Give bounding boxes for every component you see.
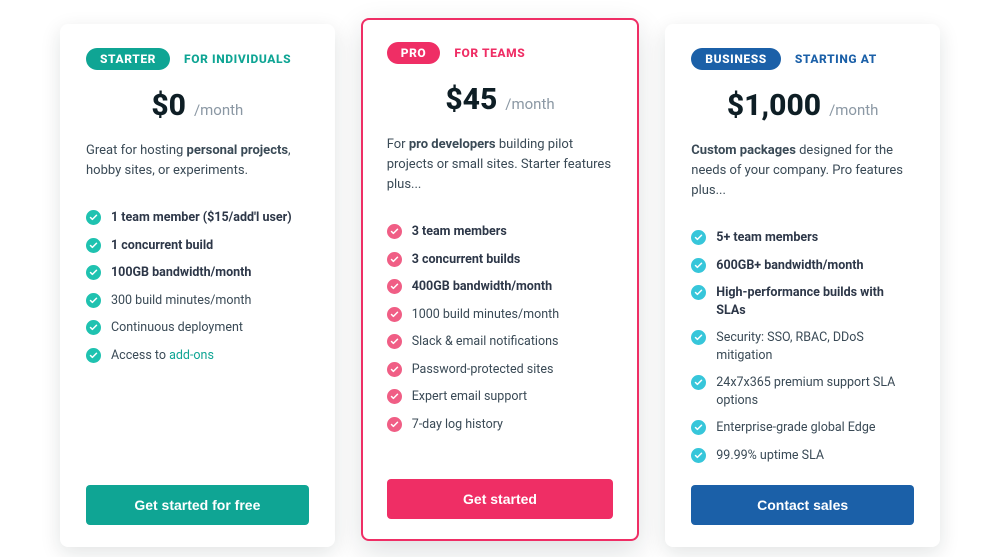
price-amount: $45: [445, 82, 497, 117]
price-period: /month: [194, 101, 243, 119]
check-icon: [691, 285, 706, 300]
price-row: $1,000/month: [691, 88, 914, 123]
feature-text: 7-day log history: [412, 416, 503, 434]
feature-text: 5+ team members: [716, 229, 818, 247]
plan-card-pro: PRO FOR TEAMS $45/month For pro developers …: [361, 18, 640, 541]
cta-button-business[interactable]: Contact sales: [691, 485, 914, 525]
price-period: /month: [505, 95, 554, 113]
feature-item: 400GB bandwidth/month: [387, 278, 614, 296]
check-icon: [86, 238, 101, 253]
feature-item: Access to add-ons: [86, 347, 309, 365]
check-icon: [387, 334, 402, 349]
feature-list: 5+ team members 600GB+ bandwidth/month Hig…: [691, 229, 914, 467]
check-icon: [691, 420, 706, 435]
feature-text: Access to add-ons: [111, 347, 214, 365]
check-icon: [387, 252, 402, 267]
check-icon: [691, 330, 706, 345]
price-row: $0/month: [86, 88, 309, 123]
feature-item: 1000 build minutes/month: [387, 306, 614, 324]
feature-item: 600GB+ bandwidth/month: [691, 257, 914, 275]
price-row: $45/month: [387, 82, 614, 117]
plan-subtitle: STARTING AT: [795, 52, 877, 66]
check-icon: [387, 362, 402, 377]
plan-description: Custom packages designed for the needs o…: [691, 141, 914, 201]
plan-card-business: BUSINESS STARTING AT $1,000/month Custom pa…: [665, 24, 940, 547]
plan-card-starter: STARTER FOR INDIVIDUALS $0/month Great for …: [60, 24, 335, 547]
check-icon: [691, 448, 706, 463]
feature-text: 1 team member ($15/add'l user): [111, 209, 292, 227]
addons-link[interactable]: add-ons: [169, 348, 214, 363]
feature-text: 3 concurrent builds: [412, 251, 521, 269]
plan-head: PRO FOR TEAMS: [387, 42, 614, 64]
feature-text: Slack & email notifications: [412, 333, 559, 351]
feature-item: 24x7x365 premium support SLA options: [691, 374, 914, 409]
feature-text: High-performance builds with SLAs: [716, 284, 914, 319]
feature-text: 24x7x365 premium support SLA options: [716, 374, 914, 409]
feature-item: Expert email support: [387, 388, 614, 406]
feature-item: 7-day log history: [387, 416, 614, 434]
feature-item: Security: SSO, RBAC, DDoS mitigation: [691, 329, 914, 364]
feature-item: 3 team members: [387, 223, 614, 241]
check-icon: [86, 320, 101, 335]
check-icon: [691, 258, 706, 273]
feature-item: 1 concurrent build: [86, 237, 309, 255]
plan-badge: BUSINESS: [691, 48, 781, 70]
feature-item: 99.99% uptime SLA: [691, 447, 914, 465]
check-icon: [86, 210, 101, 225]
check-icon: [86, 265, 101, 280]
feature-text: Expert email support: [412, 388, 527, 406]
check-icon: [387, 417, 402, 432]
feature-list: 1 team member ($15/add'l user) 1 concurre…: [86, 209, 309, 467]
plan-description: Great for hosting personal projects, hob…: [86, 141, 309, 181]
feature-text: Continuous deployment: [111, 319, 243, 337]
feature-item: Enterprise-grade global Edge: [691, 419, 914, 437]
cta-button-starter[interactable]: Get started for free: [86, 485, 309, 525]
feature-text: Enterprise-grade global Edge: [716, 419, 875, 437]
check-icon: [86, 348, 101, 363]
feature-item: 100GB bandwidth/month: [86, 264, 309, 282]
feature-item: 1 team member ($15/add'l user): [86, 209, 309, 227]
check-icon: [387, 279, 402, 294]
feature-text: 400GB bandwidth/month: [412, 278, 552, 296]
check-icon: [691, 375, 706, 390]
feature-text: Password-protected sites: [412, 361, 554, 379]
feature-item: Slack & email notifications: [387, 333, 614, 351]
plan-head: STARTER FOR INDIVIDUALS: [86, 48, 309, 70]
feature-item: High-performance builds with SLAs: [691, 284, 914, 319]
plan-subtitle: FOR INDIVIDUALS: [184, 52, 291, 66]
check-icon: [387, 224, 402, 239]
feature-item: Password-protected sites: [387, 361, 614, 379]
feature-text: 1 concurrent build: [111, 237, 213, 255]
feature-text: 3 team members: [412, 223, 507, 241]
price-amount: $0: [151, 88, 186, 123]
plan-badge: STARTER: [86, 48, 170, 70]
check-icon: [691, 230, 706, 245]
feature-item: 300 build minutes/month: [86, 292, 309, 310]
check-icon: [86, 293, 101, 308]
price-period: /month: [829, 101, 878, 119]
cta-button-pro[interactable]: Get started: [387, 479, 614, 519]
feature-text: 100GB bandwidth/month: [111, 264, 251, 282]
plan-subtitle: FOR TEAMS: [454, 46, 525, 60]
feature-item: 5+ team members: [691, 229, 914, 247]
feature-item: 3 concurrent builds: [387, 251, 614, 269]
plan-badge: PRO: [387, 42, 441, 64]
feature-item: Continuous deployment: [86, 319, 309, 337]
feature-list: 3 team members 3 concurrent builds 400GB b…: [387, 223, 614, 461]
feature-text: 1000 build minutes/month: [412, 306, 559, 324]
plan-description: For pro developers building pilot projec…: [387, 135, 614, 195]
feature-text: Security: SSO, RBAC, DDoS mitigation: [716, 329, 914, 364]
feature-text: 600GB+ bandwidth/month: [716, 257, 863, 275]
plan-head: BUSINESS STARTING AT: [691, 48, 914, 70]
feature-text: 99.99% uptime SLA: [716, 447, 824, 465]
check-icon: [387, 389, 402, 404]
price-amount: $1,000: [727, 88, 821, 123]
feature-text: 300 build minutes/month: [111, 292, 251, 310]
check-icon: [387, 307, 402, 322]
